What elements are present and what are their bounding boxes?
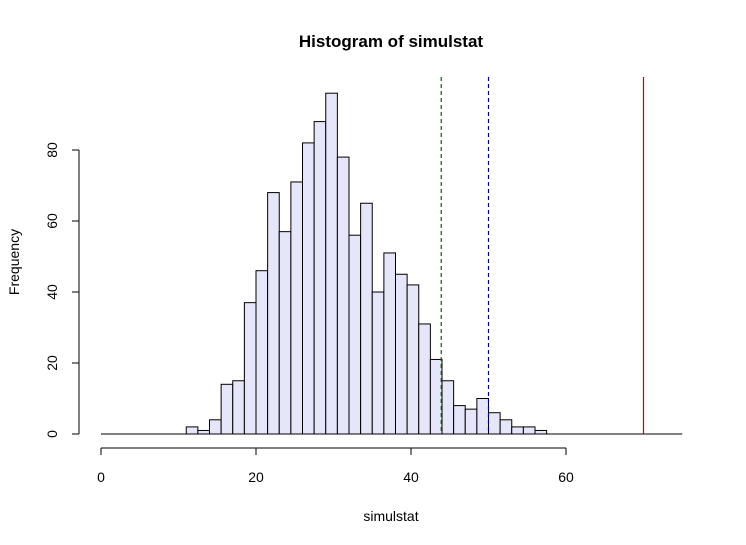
histogram-bar bbox=[313, 121, 327, 435]
histogram-bar bbox=[325, 92, 338, 435]
histogram-bar bbox=[406, 284, 420, 435]
histogram-bar bbox=[348, 234, 362, 435]
x-tick-label: 40 bbox=[403, 469, 419, 485]
y-tick-label: 40 bbox=[44, 284, 60, 300]
x-tick-label: 60 bbox=[558, 469, 574, 485]
histogram-bar bbox=[522, 426, 536, 435]
y-axis-label: Frequency bbox=[6, 229, 22, 295]
histogram-bar bbox=[360, 202, 373, 435]
histogram-bar bbox=[499, 419, 513, 435]
histogram-bar bbox=[302, 142, 315, 435]
histogram-bar bbox=[534, 429, 548, 435]
y-axis: 0 20 40 60 80 bbox=[44, 142, 80, 438]
histogram-bar bbox=[383, 252, 396, 435]
histogram-bar bbox=[255, 270, 269, 435]
histogram-bar bbox=[278, 231, 292, 435]
histogram-bar bbox=[441, 380, 455, 435]
histogram-bar bbox=[232, 380, 245, 435]
histogram-bar bbox=[395, 273, 408, 435]
x-tick-label: 20 bbox=[248, 469, 264, 485]
x-axis: 0 20 40 60 bbox=[97, 447, 574, 485]
histogram-bar bbox=[488, 412, 501, 435]
histogram-bar bbox=[267, 192, 280, 435]
histogram-bar bbox=[371, 291, 385, 435]
chart-title: Histogram of simulstat bbox=[299, 32, 484, 51]
histogram-bar bbox=[476, 398, 489, 435]
y-tick-label: 80 bbox=[44, 142, 60, 158]
histogram-bar bbox=[290, 181, 303, 435]
reference-lines-group bbox=[440, 77, 645, 434]
histogram-bar bbox=[243, 302, 257, 435]
histogram-bar bbox=[185, 426, 199, 435]
y-tick-label: 20 bbox=[44, 355, 60, 371]
histogram-bar bbox=[197, 429, 210, 435]
x-axis-label: simulstat bbox=[363, 508, 418, 524]
histogram-bar bbox=[429, 358, 443, 435]
histogram-bar bbox=[464, 408, 478, 435]
x-tick-label: 0 bbox=[97, 469, 105, 485]
y-tick-label: 0 bbox=[44, 430, 60, 438]
bars-group bbox=[185, 92, 548, 435]
histogram-bar bbox=[209, 419, 222, 435]
histogram-bar bbox=[453, 405, 466, 435]
histogram-bar bbox=[418, 323, 431, 435]
histogram-bar bbox=[336, 156, 350, 435]
histogram-bar bbox=[511, 426, 524, 435]
histogram-bar bbox=[220, 383, 234, 435]
y-tick-label: 60 bbox=[44, 213, 60, 229]
